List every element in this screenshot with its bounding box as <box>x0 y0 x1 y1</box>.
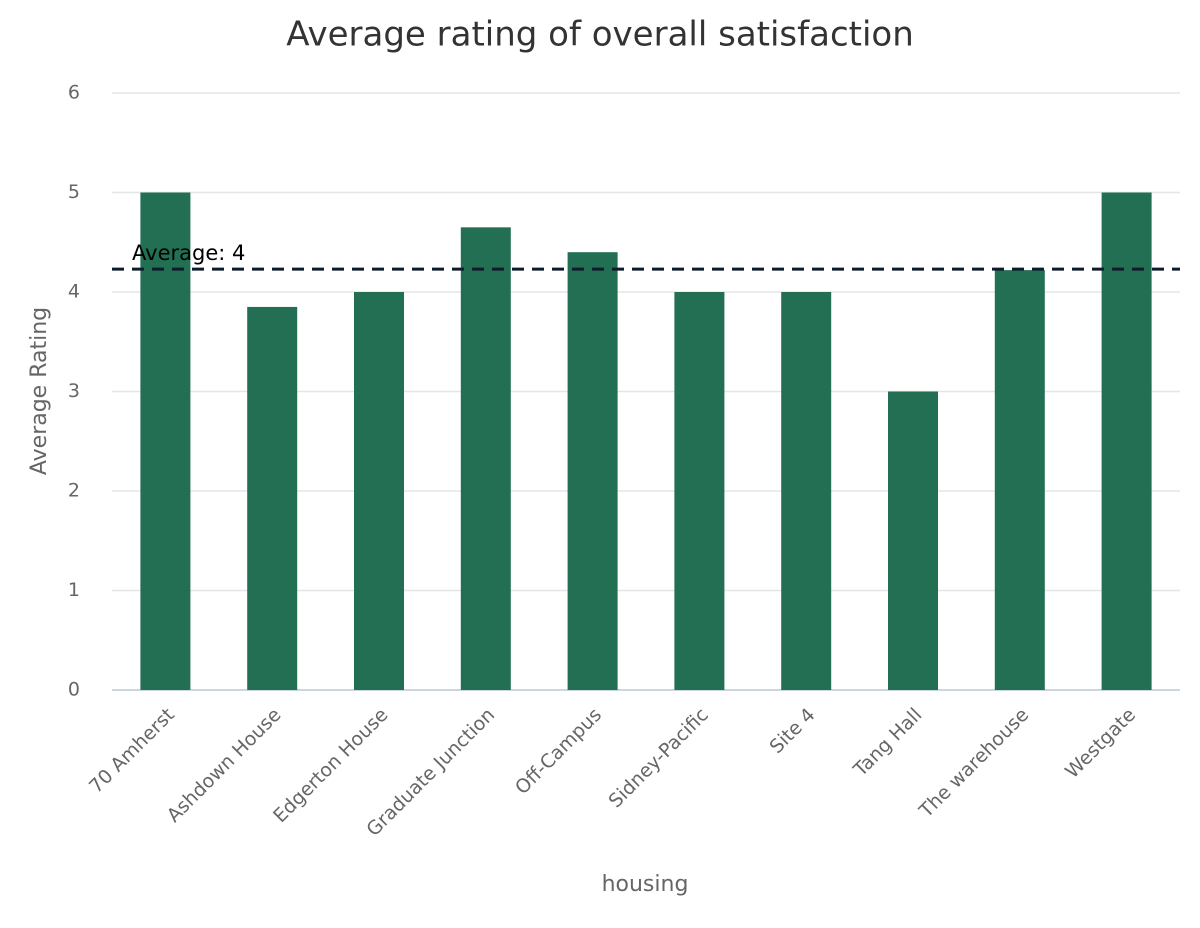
bar <box>460 227 511 690</box>
x-axis-title: housing <box>602 872 689 897</box>
y-tick-label: 1 <box>68 579 80 601</box>
y-axis-title: Average Rating <box>27 307 52 475</box>
y-tick-label: 4 <box>68 281 80 303</box>
x-tick-label: 70 Amherst <box>85 704 179 798</box>
x-tick-label: Edgerton House <box>269 704 392 827</box>
x-tick-label: Tang Hall <box>849 704 927 782</box>
y-tick-label: 6 <box>68 82 80 104</box>
bar <box>354 292 404 690</box>
bar <box>781 292 832 690</box>
chart-title: Average rating of overall satisfaction <box>286 15 914 55</box>
bar <box>888 391 938 690</box>
x-tick-label: Site 4 <box>765 704 819 758</box>
reference-label: Average: 4 <box>132 241 245 265</box>
x-tick-label: Westgate <box>1061 704 1140 783</box>
x-tick-label: Sidney-Pacific <box>604 704 712 812</box>
y-tick-label: 2 <box>68 480 80 502</box>
y-tick-label: 5 <box>68 181 80 203</box>
x-tick-label: The warehouse <box>914 704 1033 823</box>
bar <box>994 270 1045 690</box>
bar <box>1101 192 1152 690</box>
bar <box>247 306 298 690</box>
bar <box>567 252 618 690</box>
bar <box>140 192 191 690</box>
x-tick-label: Ashdown House <box>163 704 286 827</box>
y-tick-label: 3 <box>68 380 80 402</box>
bar <box>674 292 725 690</box>
y-tick-label: 0 <box>68 679 80 701</box>
x-tick-label: Off-Campus <box>511 704 606 799</box>
